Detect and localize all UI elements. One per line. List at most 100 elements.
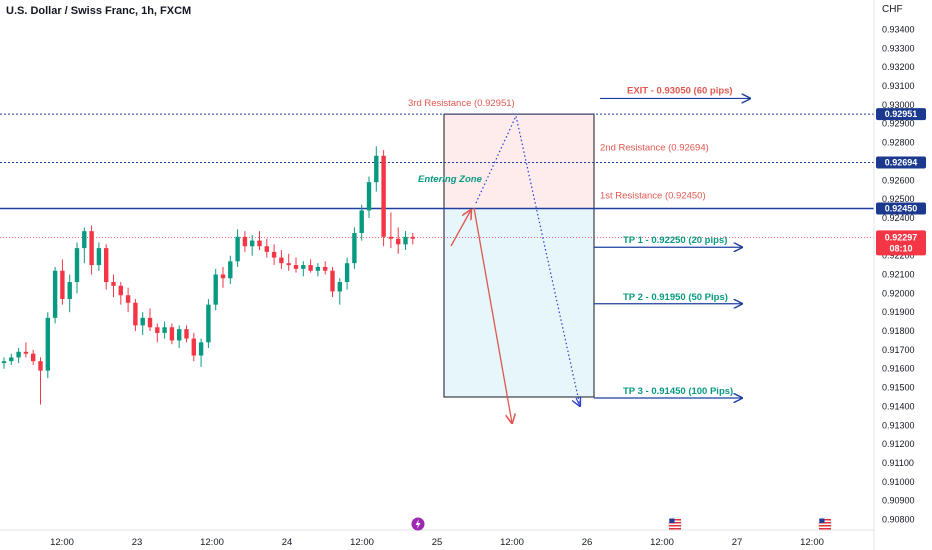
us-flag-icon[interactable] [819, 518, 832, 531]
us-flag-stripe [819, 528, 831, 530]
y-tick-label: 0.91200 [882, 439, 915, 449]
candle-body [24, 352, 28, 354]
candle-body [389, 237, 393, 239]
candle-body [46, 318, 50, 371]
candle-body [294, 265, 298, 269]
tp-label: TP 1 - 0.92250 (20 pips) [623, 235, 727, 246]
candle-body [177, 329, 181, 340]
y-tick-label: 0.90900 [882, 496, 915, 506]
candle-body [155, 327, 159, 333]
candle-body [148, 318, 152, 327]
candle-body [141, 318, 145, 326]
us-flag-canton [670, 519, 675, 524]
entry-zone-lower [444, 209, 594, 397]
candle-body [9, 357, 13, 361]
candle-body [162, 327, 166, 333]
candle-body [221, 275, 225, 279]
candle-body [381, 156, 385, 237]
level-price-tag-label: 0.92951 [885, 109, 918, 119]
x-tick-label: 23 [132, 537, 143, 548]
resistance-label: 1st Resistance (0.92450) [600, 191, 706, 202]
y-tick-label: 0.91400 [882, 401, 915, 411]
candle-body [228, 261, 232, 278]
y-tick-label: 0.93300 [882, 43, 915, 53]
y-tick-label: 0.91100 [882, 458, 914, 468]
lightning-icon[interactable] [412, 518, 425, 531]
x-tick-label: 25 [432, 537, 443, 548]
candle-body [192, 339, 196, 356]
candle-body [301, 265, 305, 269]
y-tick-label: 0.93400 [882, 25, 915, 35]
y-tick-label: 0.92900 [882, 119, 915, 129]
x-tick-label: 12:00 [50, 537, 74, 548]
tp-label: TP 3 - 0.91450 (100 Pips) [623, 386, 733, 397]
y-tick-label: 0.93100 [882, 81, 915, 91]
x-tick-label: 24 [282, 537, 293, 548]
y-tick-label: 0.91600 [882, 364, 915, 374]
candle-body [199, 342, 203, 355]
y-tick-label: 0.92000 [882, 288, 915, 298]
candle-body [374, 156, 378, 182]
candle-body [89, 231, 93, 265]
candle-body [2, 361, 6, 363]
candle-body [68, 282, 72, 299]
y-tick-label: 0.92800 [882, 138, 915, 148]
candle-body [287, 263, 291, 265]
candle-body [111, 282, 115, 286]
us-flag-icon[interactable] [669, 518, 682, 531]
candle-body [170, 327, 174, 340]
candle-body [38, 361, 42, 370]
candle-body [206, 305, 210, 343]
entering-zone-label: Entering Zone [418, 174, 483, 185]
candle-body [403, 237, 407, 245]
candle-body [31, 354, 35, 362]
candle-body [126, 295, 130, 303]
candle-body [97, 248, 101, 265]
y-tick-label: 0.90800 [882, 515, 915, 525]
exit-label: EXIT - 0.93050 (60 pips) [627, 85, 733, 96]
candle-body [323, 267, 327, 271]
candle-body [367, 182, 371, 210]
y-tick-label: 0.92100 [882, 270, 915, 280]
x-tick-label: 26 [582, 537, 593, 548]
candle-body [352, 233, 356, 263]
candle-body [279, 258, 283, 264]
candle-body [330, 271, 334, 292]
level-price-tag-label: 0.92694 [885, 158, 918, 168]
candle-body [16, 352, 20, 358]
x-tick-label: 12:00 [200, 537, 224, 548]
candle-body [75, 248, 79, 282]
candle-body [119, 286, 123, 295]
tp-label: TP 2 - 0.91950 (50 Pips) [623, 292, 728, 303]
us-flag-stripe [669, 525, 681, 527]
candle-body [250, 241, 254, 247]
x-tick-label: 12:00 [650, 537, 674, 548]
candle-body [411, 237, 415, 239]
candle-body [214, 275, 218, 305]
candle-body [265, 246, 269, 252]
candle-body [360, 210, 364, 233]
y-tick-label: 0.92600 [882, 175, 915, 185]
candle-countdown-label: 08:10 [889, 243, 912, 253]
us-flag-stripe [819, 525, 831, 527]
resistance-label: 3rd Resistance (0.92951) [408, 98, 515, 109]
x-tick-label: 12:00 [800, 537, 824, 548]
candle-body [82, 231, 86, 248]
candle-body [257, 241, 261, 247]
candle-body [316, 267, 320, 271]
x-tick-label: 27 [732, 537, 743, 548]
us-flag-canton [820, 519, 825, 524]
candle-body [60, 271, 64, 299]
y-tick-label: 0.91500 [882, 383, 915, 393]
current-price-label: 0.92297 [885, 232, 918, 242]
y-tick-label: 0.91800 [882, 326, 915, 336]
candle-body [133, 303, 137, 326]
y-tick-label: 0.91000 [882, 477, 915, 487]
resistance-label: 2nd Resistance (0.92694) [600, 143, 709, 154]
y-tick-label: 0.91700 [882, 345, 915, 355]
level-price-tag-label: 0.92450 [885, 204, 918, 214]
candle-body [272, 252, 276, 258]
candle-body [184, 329, 188, 338]
